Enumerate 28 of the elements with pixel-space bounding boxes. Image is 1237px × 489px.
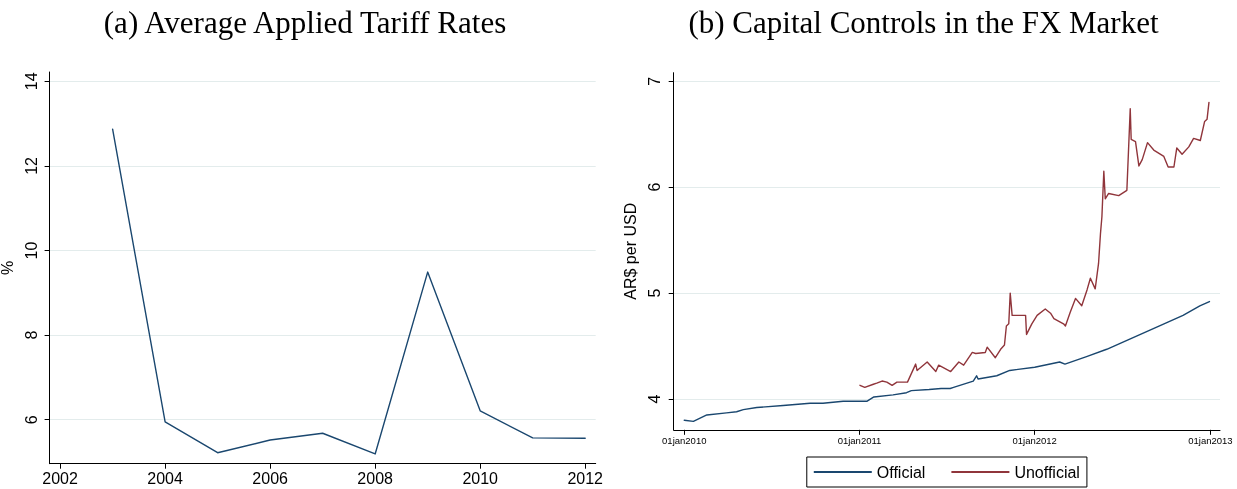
y-tick-label: 8 — [23, 330, 41, 340]
legend-label: Official — [876, 463, 926, 481]
x-tick-label: 01jan2012 — [1012, 435, 1057, 447]
x-tick-label: 2002 — [42, 470, 78, 488]
y-tick-label: 4 — [646, 394, 664, 404]
legend-label: Unofficial — [1014, 463, 1080, 481]
x-tick-label: 2006 — [252, 470, 289, 488]
y-tick-label: 14 — [23, 72, 41, 91]
x-tick-label: 2004 — [147, 470, 184, 488]
y-axis-title: AR$ per USD — [622, 202, 640, 300]
x-tick-label: 01jan2010 — [662, 435, 707, 447]
x-tick-label: 2010 — [462, 470, 499, 488]
x-tick-label: 2008 — [357, 470, 394, 488]
y-tick-label: 6 — [646, 182, 664, 192]
y-tick-label: 7 — [646, 76, 664, 86]
line-series — [111, 128, 586, 455]
chart-title: (b) Capital Controls in the FX Market — [688, 5, 1159, 40]
line-series — [683, 300, 1211, 423]
x-tick-label: 01jan2013 — [1188, 435, 1233, 447]
chart-title: (a) Average Applied Tariff Rates — [103, 5, 507, 40]
y-tick-label: 6 — [23, 415, 41, 425]
y-tick-label: 10 — [23, 241, 41, 260]
y-axis-title: % — [0, 260, 17, 275]
x-tick-label: 01jan2011 — [837, 435, 882, 447]
y-tick-label: 5 — [646, 288, 664, 298]
y-tick-label: 12 — [23, 156, 41, 175]
line-series — [859, 101, 1210, 389]
x-tick-label: 2012 — [567, 470, 604, 488]
